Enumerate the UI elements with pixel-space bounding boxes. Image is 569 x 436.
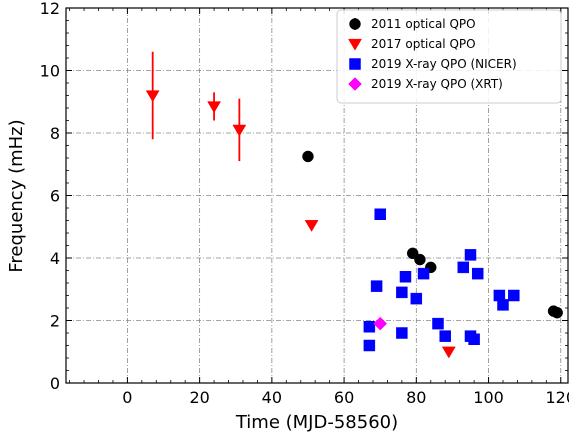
data-point bbox=[414, 253, 426, 266]
y-tick-label: 10 bbox=[40, 62, 60, 81]
data-point bbox=[464, 249, 477, 261]
legend-frame bbox=[336, 9, 562, 104]
data-point bbox=[363, 339, 376, 352]
legend-marker bbox=[348, 38, 362, 51]
y-tick-label: 0 bbox=[50, 374, 60, 393]
data-point bbox=[302, 150, 314, 163]
legend-marker bbox=[349, 58, 361, 70]
legend-label: 2011 optical QPO bbox=[371, 17, 476, 31]
x-tick-label: 0 bbox=[122, 388, 132, 407]
data-point bbox=[410, 292, 423, 305]
x-tick-label: 80 bbox=[406, 388, 426, 407]
legend-entry: 2011 optical QPO bbox=[349, 17, 476, 31]
data-point bbox=[441, 346, 456, 359]
legend-entry: 2017 optical QPO bbox=[348, 37, 476, 51]
data-point bbox=[497, 299, 509, 311]
y-tick-label: 6 bbox=[50, 187, 60, 206]
data-point bbox=[468, 333, 480, 345]
y-tick-label: 12 bbox=[40, 0, 60, 18]
legend-marker bbox=[349, 18, 361, 30]
series-group bbox=[373, 316, 388, 331]
legend-label: 2019 X-ray QPO (XRT) bbox=[371, 77, 503, 91]
legend-entry: 2019 X-ray QPO (XRT) bbox=[348, 77, 503, 91]
data-point bbox=[471, 267, 484, 280]
data-point bbox=[551, 306, 563, 319]
data-point bbox=[304, 220, 319, 232]
legend-label: 2017 optical QPO bbox=[371, 37, 476, 51]
data-point bbox=[373, 316, 388, 331]
y-tick-label: 4 bbox=[50, 249, 60, 268]
data-point bbox=[374, 208, 386, 220]
axes-layer: 0 20 40 60 80 100 120 0 2 4 6 8 10 12 bbox=[40, 0, 569, 407]
data-point bbox=[396, 286, 408, 299]
data-point bbox=[370, 280, 383, 292]
series-group bbox=[145, 51, 456, 359]
data-point bbox=[145, 90, 160, 103]
legend-label: 2019 X-ray QPO (NICER) bbox=[371, 57, 517, 71]
data-point bbox=[432, 317, 444, 330]
data-point bbox=[508, 289, 520, 302]
series-group bbox=[363, 208, 520, 352]
x-tick-label: 100 bbox=[473, 388, 504, 407]
data-point bbox=[399, 271, 412, 283]
data-point bbox=[396, 327, 408, 339]
data-point bbox=[363, 321, 376, 333]
data-point bbox=[232, 124, 247, 137]
x-tick-label: 60 bbox=[334, 388, 354, 407]
legend-marker bbox=[348, 77, 362, 91]
legend-entry: 2019 X-ray QPO (NICER) bbox=[349, 57, 517, 71]
series-group bbox=[302, 150, 563, 319]
y-tick-label: 8 bbox=[50, 124, 60, 143]
x-axis-title: Time (MJD-58560) bbox=[235, 412, 398, 433]
x-tick-label: 120 bbox=[546, 388, 569, 407]
legend: 2011 optical QPO 2017 optical QPO 2019 X-r… bbox=[336, 9, 562, 104]
x-tick-label: 40 bbox=[262, 388, 282, 407]
data-point bbox=[439, 330, 451, 342]
data-point bbox=[417, 267, 430, 280]
marks-layer bbox=[145, 51, 563, 359]
data-point bbox=[207, 101, 222, 114]
data-point bbox=[457, 261, 470, 274]
x-tick-label: 20 bbox=[189, 388, 209, 407]
y-tick-label: 2 bbox=[50, 312, 60, 331]
legend-items: 2011 optical QPO 2017 optical QPO 2019 X-r… bbox=[348, 17, 517, 91]
y-axis-title: Frequency (mHz) bbox=[6, 119, 27, 272]
